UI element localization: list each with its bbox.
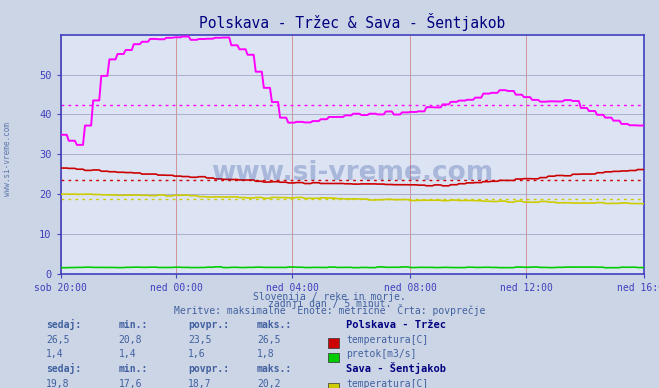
Text: sedaj:: sedaj:	[46, 364, 81, 374]
Text: pretok[m3/s]: pretok[m3/s]	[346, 349, 416, 359]
Text: povpr.:: povpr.:	[188, 320, 229, 330]
Text: www.si-vreme.com: www.si-vreme.com	[211, 160, 494, 186]
Text: 17,6: 17,6	[119, 379, 142, 388]
Text: min.:: min.:	[119, 364, 148, 374]
Text: Meritve: maksimalne  Enote: metrične  Črta: povprečje: Meritve: maksimalne Enote: metrične Črta…	[174, 304, 485, 316]
Text: temperatura[C]: temperatura[C]	[346, 379, 428, 388]
Text: 1,8: 1,8	[257, 349, 275, 359]
Text: 26,5: 26,5	[257, 334, 281, 345]
Text: www.si-vreme.com: www.si-vreme.com	[3, 122, 13, 196]
Text: 23,5: 23,5	[188, 334, 212, 345]
Text: 1,4: 1,4	[119, 349, 136, 359]
Text: 19,8: 19,8	[46, 379, 70, 388]
Text: temperatura[C]: temperatura[C]	[346, 334, 428, 345]
Text: 20,2: 20,2	[257, 379, 281, 388]
Text: maks.:: maks.:	[257, 364, 292, 374]
Text: 20,8: 20,8	[119, 334, 142, 345]
Text: 26,5: 26,5	[46, 334, 70, 345]
Text: 18,7: 18,7	[188, 379, 212, 388]
Text: sedaj:: sedaj:	[46, 319, 81, 330]
Text: Polskava - Tržec: Polskava - Tržec	[346, 320, 446, 330]
Text: 1,4: 1,4	[46, 349, 64, 359]
Text: zadnji dan / 5 minut.: zadnji dan / 5 minut.	[268, 299, 391, 309]
Text: Sava - Šentjakob: Sava - Šentjakob	[346, 362, 446, 374]
Text: Slovenija / reke in morje.: Slovenija / reke in morje.	[253, 291, 406, 301]
Text: min.:: min.:	[119, 320, 148, 330]
Text: povpr.:: povpr.:	[188, 364, 229, 374]
Text: 1,6: 1,6	[188, 349, 206, 359]
Text: maks.:: maks.:	[257, 320, 292, 330]
Title: Polskava - Tržec & Sava - Šentjakob: Polskava - Tržec & Sava - Šentjakob	[199, 13, 505, 31]
